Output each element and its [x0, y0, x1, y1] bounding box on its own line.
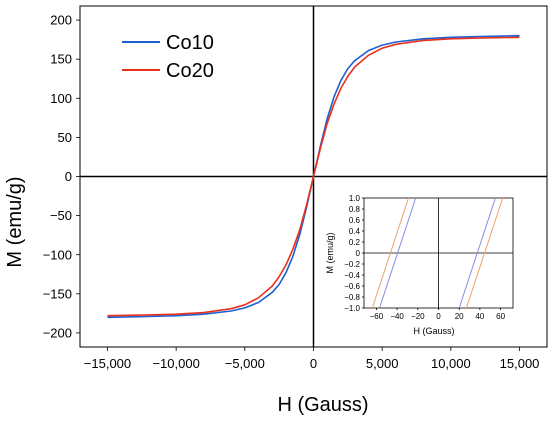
main-x-tick-label: 15,000: [500, 356, 540, 371]
inset-y-tick-label: 0.6: [349, 216, 361, 225]
inset-series-co20-line-1: [371, 197, 409, 309]
main-y-tick-label: −100: [43, 247, 72, 262]
inset-x-tick-label: 20: [455, 312, 464, 321]
inset-x-tick-label: 40: [475, 312, 484, 321]
inset-series-co10-line-2: [458, 197, 496, 309]
inset-y-axis-ticks: 1.0 0.8 0.6 0.4 0.2 0 −0.2 −0.4 −0.6 −0.8 −1.0: [344, 194, 364, 313]
inset-y-tick-label: −0.8: [344, 293, 360, 302]
inset-x-tick-label: −20: [411, 312, 425, 321]
inset-x-axis-ticks: −60 −40 −20 0 20 40 60: [370, 308, 506, 321]
inset-y-tick-label: 0.8: [349, 205, 361, 214]
main-x-tick-label: 5,000: [366, 356, 399, 371]
main-y-tick-label: −50: [50, 208, 72, 223]
main-x-tick-label: 0: [310, 356, 317, 371]
inset-series: [371, 197, 504, 309]
legend-label-co10: Co10: [166, 32, 214, 54]
main-y-tick-label: 200: [50, 13, 72, 28]
inset-y-tick-label: 1.0: [349, 194, 361, 203]
main-x-tick-label: 10,000: [431, 356, 471, 371]
main-series: [107, 34, 520, 319]
main-y-axis-ticks: −200 −150 −100 −50 0 50 100 150 200: [43, 13, 80, 340]
main-y-tick-label: −200: [43, 325, 72, 340]
inset-x-tick-label: −60: [370, 312, 384, 321]
inset-y-tick-label: −0.6: [344, 282, 360, 291]
main-y-tick-label: 150: [50, 52, 72, 67]
inset-chart: −60 −40 −20 0 20 40 60 1.0 0.8 0.6 0.4 0.2 0 −0.2 −0.…: [325, 194, 514, 336]
inset-series-co10-line-1: [379, 197, 417, 309]
inset-y-axis-label: M (emu/g): [325, 232, 335, 273]
inset-zero-axes: [364, 198, 513, 308]
legend: Co10 Co20: [122, 32, 214, 82]
main-y-tick-label: 0: [65, 169, 72, 184]
main-chart: −15,000 −10,000 −5,000 0 5,000 10,000 15,000 −…: [4, 5, 548, 416]
main-y-tick-label: 100: [50, 91, 72, 106]
inset-x-axis-label: H (Gauss): [413, 326, 454, 336]
legend-label-co20: Co20: [166, 60, 214, 82]
inset-y-tick-label: 0.4: [349, 227, 361, 236]
main-y-tick-label: 50: [58, 130, 72, 145]
inset-y-tick-label: 0: [356, 249, 361, 258]
inset-y-tick-label: −0.4: [344, 271, 360, 280]
inset-x-tick-label: 60: [496, 312, 505, 321]
inset-x-tick-label: 0: [436, 312, 441, 321]
main-y-tick-label: −150: [43, 286, 72, 301]
inset-y-tick-label: −1.0: [344, 304, 360, 313]
main-x-tick-label: −10,000: [152, 356, 199, 371]
inset-y-tick-label: 0.2: [349, 238, 361, 247]
inset-x-tick-label: −40: [390, 312, 404, 321]
main-series-co20-line: [107, 36, 520, 317]
main-y-axis-label: M (emu/g): [4, 176, 26, 267]
main-x-axis-ticks: −15,000 −10,000 −5,000 0 5,000 10,000 15,000: [84, 347, 540, 371]
inset-series-co20-line-2: [465, 197, 504, 309]
inset-y-tick-label: −0.2: [344, 260, 360, 269]
main-x-tick-label: −15,000: [84, 356, 131, 371]
main-x-tick-label: −5,000: [225, 356, 265, 371]
main-x-axis-label: H (Gauss): [277, 394, 368, 416]
